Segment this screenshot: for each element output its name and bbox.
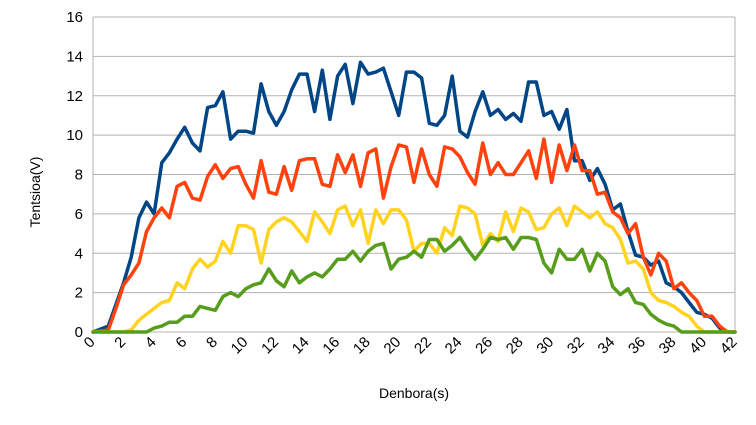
x-tick-label: 8 [203, 334, 221, 352]
y-tick-label: 10 [66, 127, 83, 144]
x-tick-label: 28 [503, 334, 527, 358]
x-tick-label: 18 [350, 334, 374, 358]
y-tick-label: 4 [75, 245, 83, 262]
x-tick-label: 36 [625, 334, 649, 358]
x-tick-label: 14 [289, 334, 313, 358]
series-line-1 [91, 60, 737, 334]
series-lines [91, 60, 737, 334]
x-tick-label: 24 [442, 334, 466, 358]
y-tick-label: 8 [75, 167, 83, 184]
series-line-2 [91, 137, 737, 334]
x-tick-label: 38 [656, 334, 680, 358]
series-line-3 [91, 204, 737, 334]
x-tick-label: 26 [472, 334, 496, 358]
y-axis-title: Tentsioa(V) [27, 157, 43, 228]
y-tick-label: 14 [66, 48, 83, 65]
x-tick-label: 12 [258, 334, 282, 358]
x-tick-label: 6 [172, 334, 190, 352]
x-tick-label: 0 [81, 334, 99, 352]
x-tick-label: 42 [717, 334, 741, 358]
x-tick-label: 30 [533, 334, 557, 358]
x-tick-label: 32 [564, 334, 588, 358]
x-tick-label: 20 [381, 334, 405, 358]
x-tick-label: 40 [686, 334, 710, 358]
x-tick-label: 34 [595, 334, 619, 358]
x-tick-labels: 0 2 4 6 8 10 12 14 16 18 20 22 24 26 28 30 32 34 36 38 40 42 [81, 334, 741, 358]
x-tick-label: 22 [411, 334, 435, 358]
series-line-4 [91, 235, 737, 334]
y-tick-label: 16 [66, 9, 83, 26]
y-tick-label: 12 [66, 88, 83, 105]
y-tick-labels: 0 2 4 6 8 10 12 14 16 [66, 9, 83, 341]
x-axis-title: Denbora(s) [379, 385, 449, 401]
y-tick-label: 2 [75, 285, 83, 302]
y-tick-label: 0 [75, 324, 83, 341]
x-tick-label: 16 [319, 334, 343, 358]
x-tick-label: 10 [228, 334, 252, 358]
x-tick-label: 2 [111, 334, 129, 352]
x-tick-label: 4 [142, 334, 160, 352]
y-tick-label: 6 [75, 206, 83, 223]
